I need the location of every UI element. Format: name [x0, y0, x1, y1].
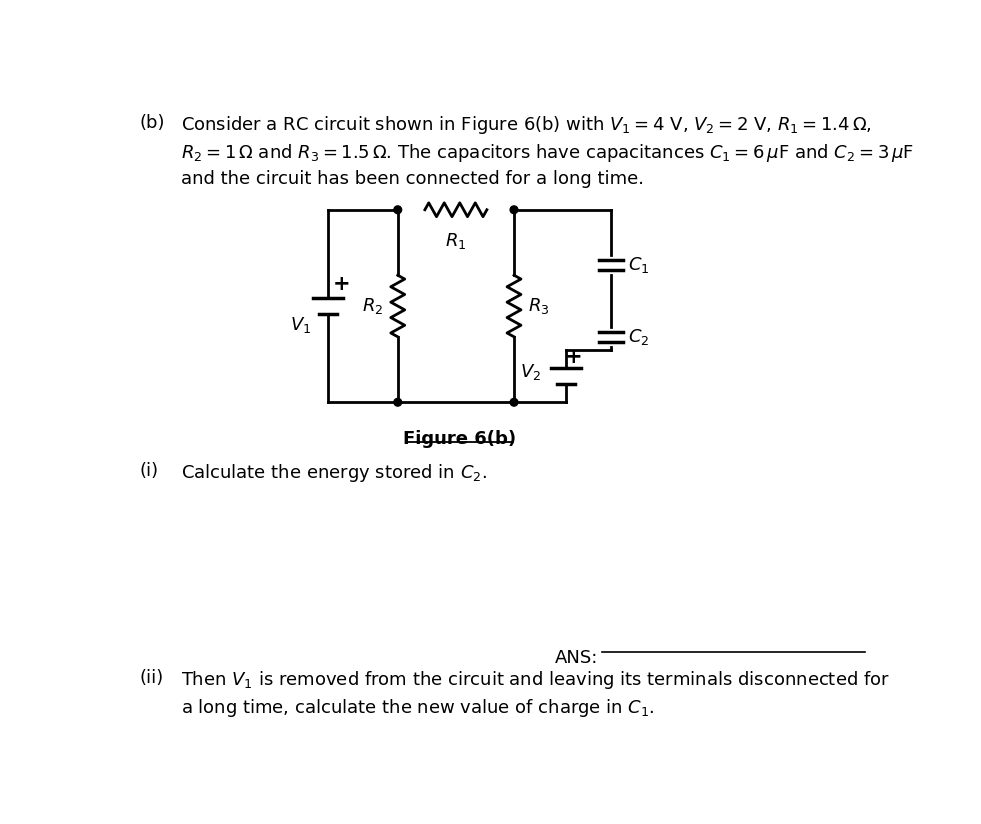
Text: (ii): (ii)	[139, 669, 164, 686]
Circle shape	[510, 399, 518, 406]
Text: $C_1$: $C_1$	[628, 255, 649, 275]
Text: $R_2 = 1\,\Omega$ and $R_3 = 1.5\,\Omega$. The capacitors have capacitances $C_1: $R_2 = 1\,\Omega$ and $R_3 = 1.5\,\Omega…	[181, 142, 914, 164]
Text: $V_2$: $V_2$	[520, 363, 542, 382]
Text: +: +	[333, 274, 350, 294]
Text: +: +	[565, 347, 583, 367]
Text: ANS:: ANS:	[555, 648, 598, 667]
Text: $R_1$: $R_1$	[445, 232, 467, 251]
Text: and the circuit has been connected for a long time.: and the circuit has been connected for a…	[181, 170, 644, 188]
Text: (i): (i)	[139, 462, 159, 480]
Text: Consider a RC circuit shown in Figure 6(b) with $V_1 = 4$ V, $V_2 = 2$ V, $R_1 =: Consider a RC circuit shown in Figure 6(…	[181, 114, 871, 135]
Circle shape	[510, 206, 518, 213]
Text: a long time, calculate the new value of charge in $C_1$.: a long time, calculate the new value of …	[181, 697, 654, 719]
Text: Calculate the energy stored in $C_2$.: Calculate the energy stored in $C_2$.	[181, 462, 487, 485]
Circle shape	[394, 206, 401, 213]
Text: Figure 6(b): Figure 6(b)	[403, 430, 516, 448]
Text: $R_3$: $R_3$	[528, 296, 549, 316]
Text: $C_2$: $C_2$	[628, 327, 649, 347]
Text: $V_1$: $V_1$	[290, 316, 312, 335]
Text: Then $V_1$ is removed from the circuit and leaving its terminals disconnected fo: Then $V_1$ is removed from the circuit a…	[181, 669, 890, 691]
Text: $R_2$: $R_2$	[362, 296, 384, 316]
Text: (b): (b)	[139, 114, 165, 132]
Circle shape	[394, 399, 401, 406]
